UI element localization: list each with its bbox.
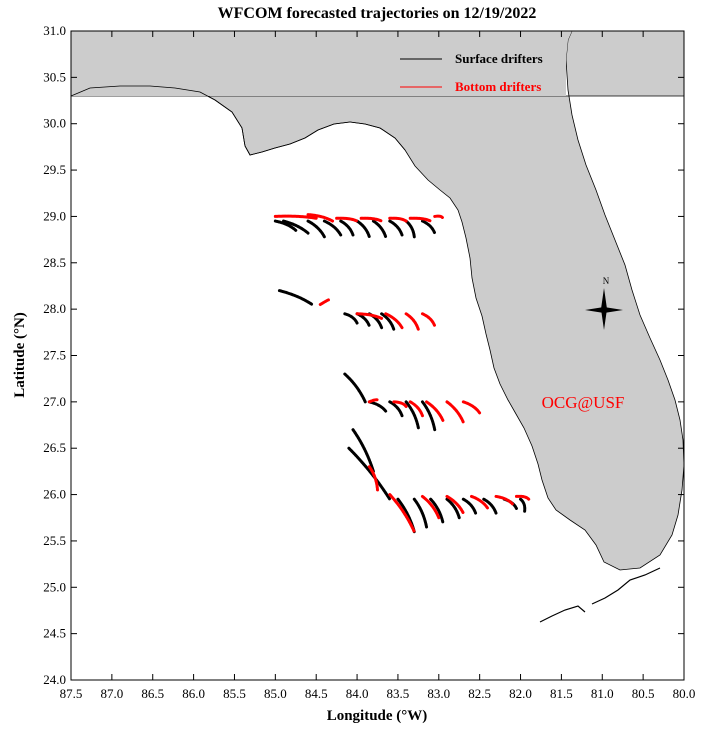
surface-trajectory	[445, 497, 461, 520]
surface-trajectory	[351, 428, 375, 473]
north-coast-top	[71, 31, 572, 96]
surface-trajectory	[380, 312, 396, 332]
bottom-trajectory	[420, 494, 441, 520]
x-tick-label: 81.0	[591, 686, 614, 701]
axes-layer: 87.5 87.0 86.5 86.0 85.5 85.0 84.5 84.0 83.5 83.0…	[43, 23, 695, 701]
y-tick-label: 25.5	[43, 533, 66, 548]
bottom-trajectory	[469, 494, 490, 510]
x-tick-label: 84.5	[305, 686, 328, 701]
watermark-label: OCG@USF	[542, 393, 625, 412]
surface-trajectory	[277, 289, 314, 307]
x-tick-label: 86.0	[182, 686, 205, 701]
y-tick-label: 24.0	[43, 672, 66, 687]
bottom-trajectory	[273, 214, 318, 220]
y-tick-label: 26.0	[43, 487, 66, 502]
x-tick-label: 85.0	[264, 686, 287, 701]
bottom-trajectory	[445, 494, 465, 515]
y-tick-label: 27.0	[43, 394, 66, 409]
bottom-trajectory	[404, 312, 420, 332]
bottom-trajectory	[384, 312, 404, 330]
surface-trajectory	[273, 219, 298, 232]
compass-ew-arrow	[585, 307, 623, 313]
surface-trajectory	[371, 219, 388, 239]
y-tick-label: 29.5	[43, 162, 66, 177]
x-tick-label: 83.0	[427, 686, 450, 701]
surface-trajectory	[306, 219, 326, 239]
coast-outline-north	[70, 85, 406, 156]
legend-surface-label: Surface drifters	[455, 51, 543, 66]
y-tick-label: 26.5	[43, 440, 66, 455]
x-tick-label: 80.5	[632, 686, 655, 701]
plot-frame	[70, 30, 685, 681]
compass-rose: N	[585, 276, 623, 330]
legend: Surface drifters Bottom drifters	[400, 51, 543, 94]
legend-bottom-label: Bottom drifters	[455, 79, 541, 94]
bottom-trajectory	[445, 400, 465, 424]
x-tick-label: 82.5	[468, 686, 491, 701]
surface-trajectory	[343, 372, 367, 404]
bottom-trajectory	[367, 465, 379, 492]
x-tick-label: 80.0	[673, 686, 696, 701]
y-tick-label: 29.0	[43, 208, 66, 223]
bottom-trajectory	[433, 214, 445, 220]
x-tick-label: 86.5	[141, 686, 164, 701]
x-tick-label: 85.5	[223, 686, 246, 701]
y-tick-label: 27.5	[43, 348, 66, 363]
bottom-trajectory	[425, 400, 445, 422]
surface-trajectory	[412, 497, 429, 529]
bottom-trajectory	[408, 216, 433, 223]
y-tick-label: 24.5	[43, 626, 66, 641]
bottom-trajectory	[318, 298, 330, 307]
x-tick-label: 81.5	[550, 686, 573, 701]
surface-trajectory	[355, 219, 371, 239]
bottom-trajectory	[494, 494, 514, 506]
surface-trajectory	[322, 219, 343, 237]
x-axis-label: Longitude (°W)	[327, 708, 428, 724]
surface-trajectory	[420, 219, 437, 235]
surface-trajectory	[420, 400, 437, 432]
surface-trajectory	[343, 312, 359, 325]
surface-trajectory	[429, 497, 445, 524]
surface-trajectory	[347, 446, 392, 501]
bottom-trajectory	[408, 400, 424, 418]
surface-trajectory	[461, 497, 478, 515]
bottom-trajectory	[335, 216, 359, 223]
bottom-trajectory	[388, 493, 416, 534]
bottom-trajectory	[306, 213, 335, 223]
surface-trajectory	[282, 219, 310, 235]
x-tick-label: 84.0	[346, 686, 369, 701]
surface-trajectory	[404, 400, 420, 430]
y-tick-label: 28.5	[43, 255, 66, 270]
surface-trajectory	[388, 400, 404, 418]
chart-title: WFCOM forecasted trajectories on 12/19/2…	[218, 5, 537, 22]
x-tick-label: 82.0	[509, 686, 532, 701]
florida-keys	[539, 567, 661, 623]
surface-trajectory	[482, 497, 498, 515]
bottom-trajectory	[367, 398, 379, 404]
y-tick-label: 28.0	[43, 301, 66, 316]
bottom-trajectory	[359, 216, 384, 223]
y-tick-label: 25.0	[43, 579, 66, 594]
y-tick-label: 30.0	[43, 116, 66, 131]
surface-trajectory	[388, 219, 404, 237]
y-tick-label: 30.5	[43, 69, 66, 84]
surface-trajectory	[519, 497, 527, 513]
bottom-trajectory	[461, 400, 482, 415]
surface-trajectory	[404, 219, 416, 239]
bottom-trajectory	[420, 312, 437, 328]
bottom-trajectory	[392, 400, 408, 408]
bottom-trajectory	[355, 312, 384, 320]
x-tick-label: 87.5	[60, 686, 83, 701]
y-axis-label: Latitude (°N)	[12, 312, 28, 398]
bottom-trajectory	[514, 494, 531, 501]
y-tick-label: 31.0	[43, 23, 66, 38]
surface-trajectory	[339, 219, 355, 237]
bottom-trajectory	[388, 216, 408, 223]
trajectories-layer	[273, 213, 531, 534]
x-tick-label: 87.0	[100, 686, 123, 701]
land-mass	[70, 30, 685, 623]
compass-north-label: N	[603, 276, 610, 286]
x-tick-label: 83.5	[387, 686, 410, 701]
